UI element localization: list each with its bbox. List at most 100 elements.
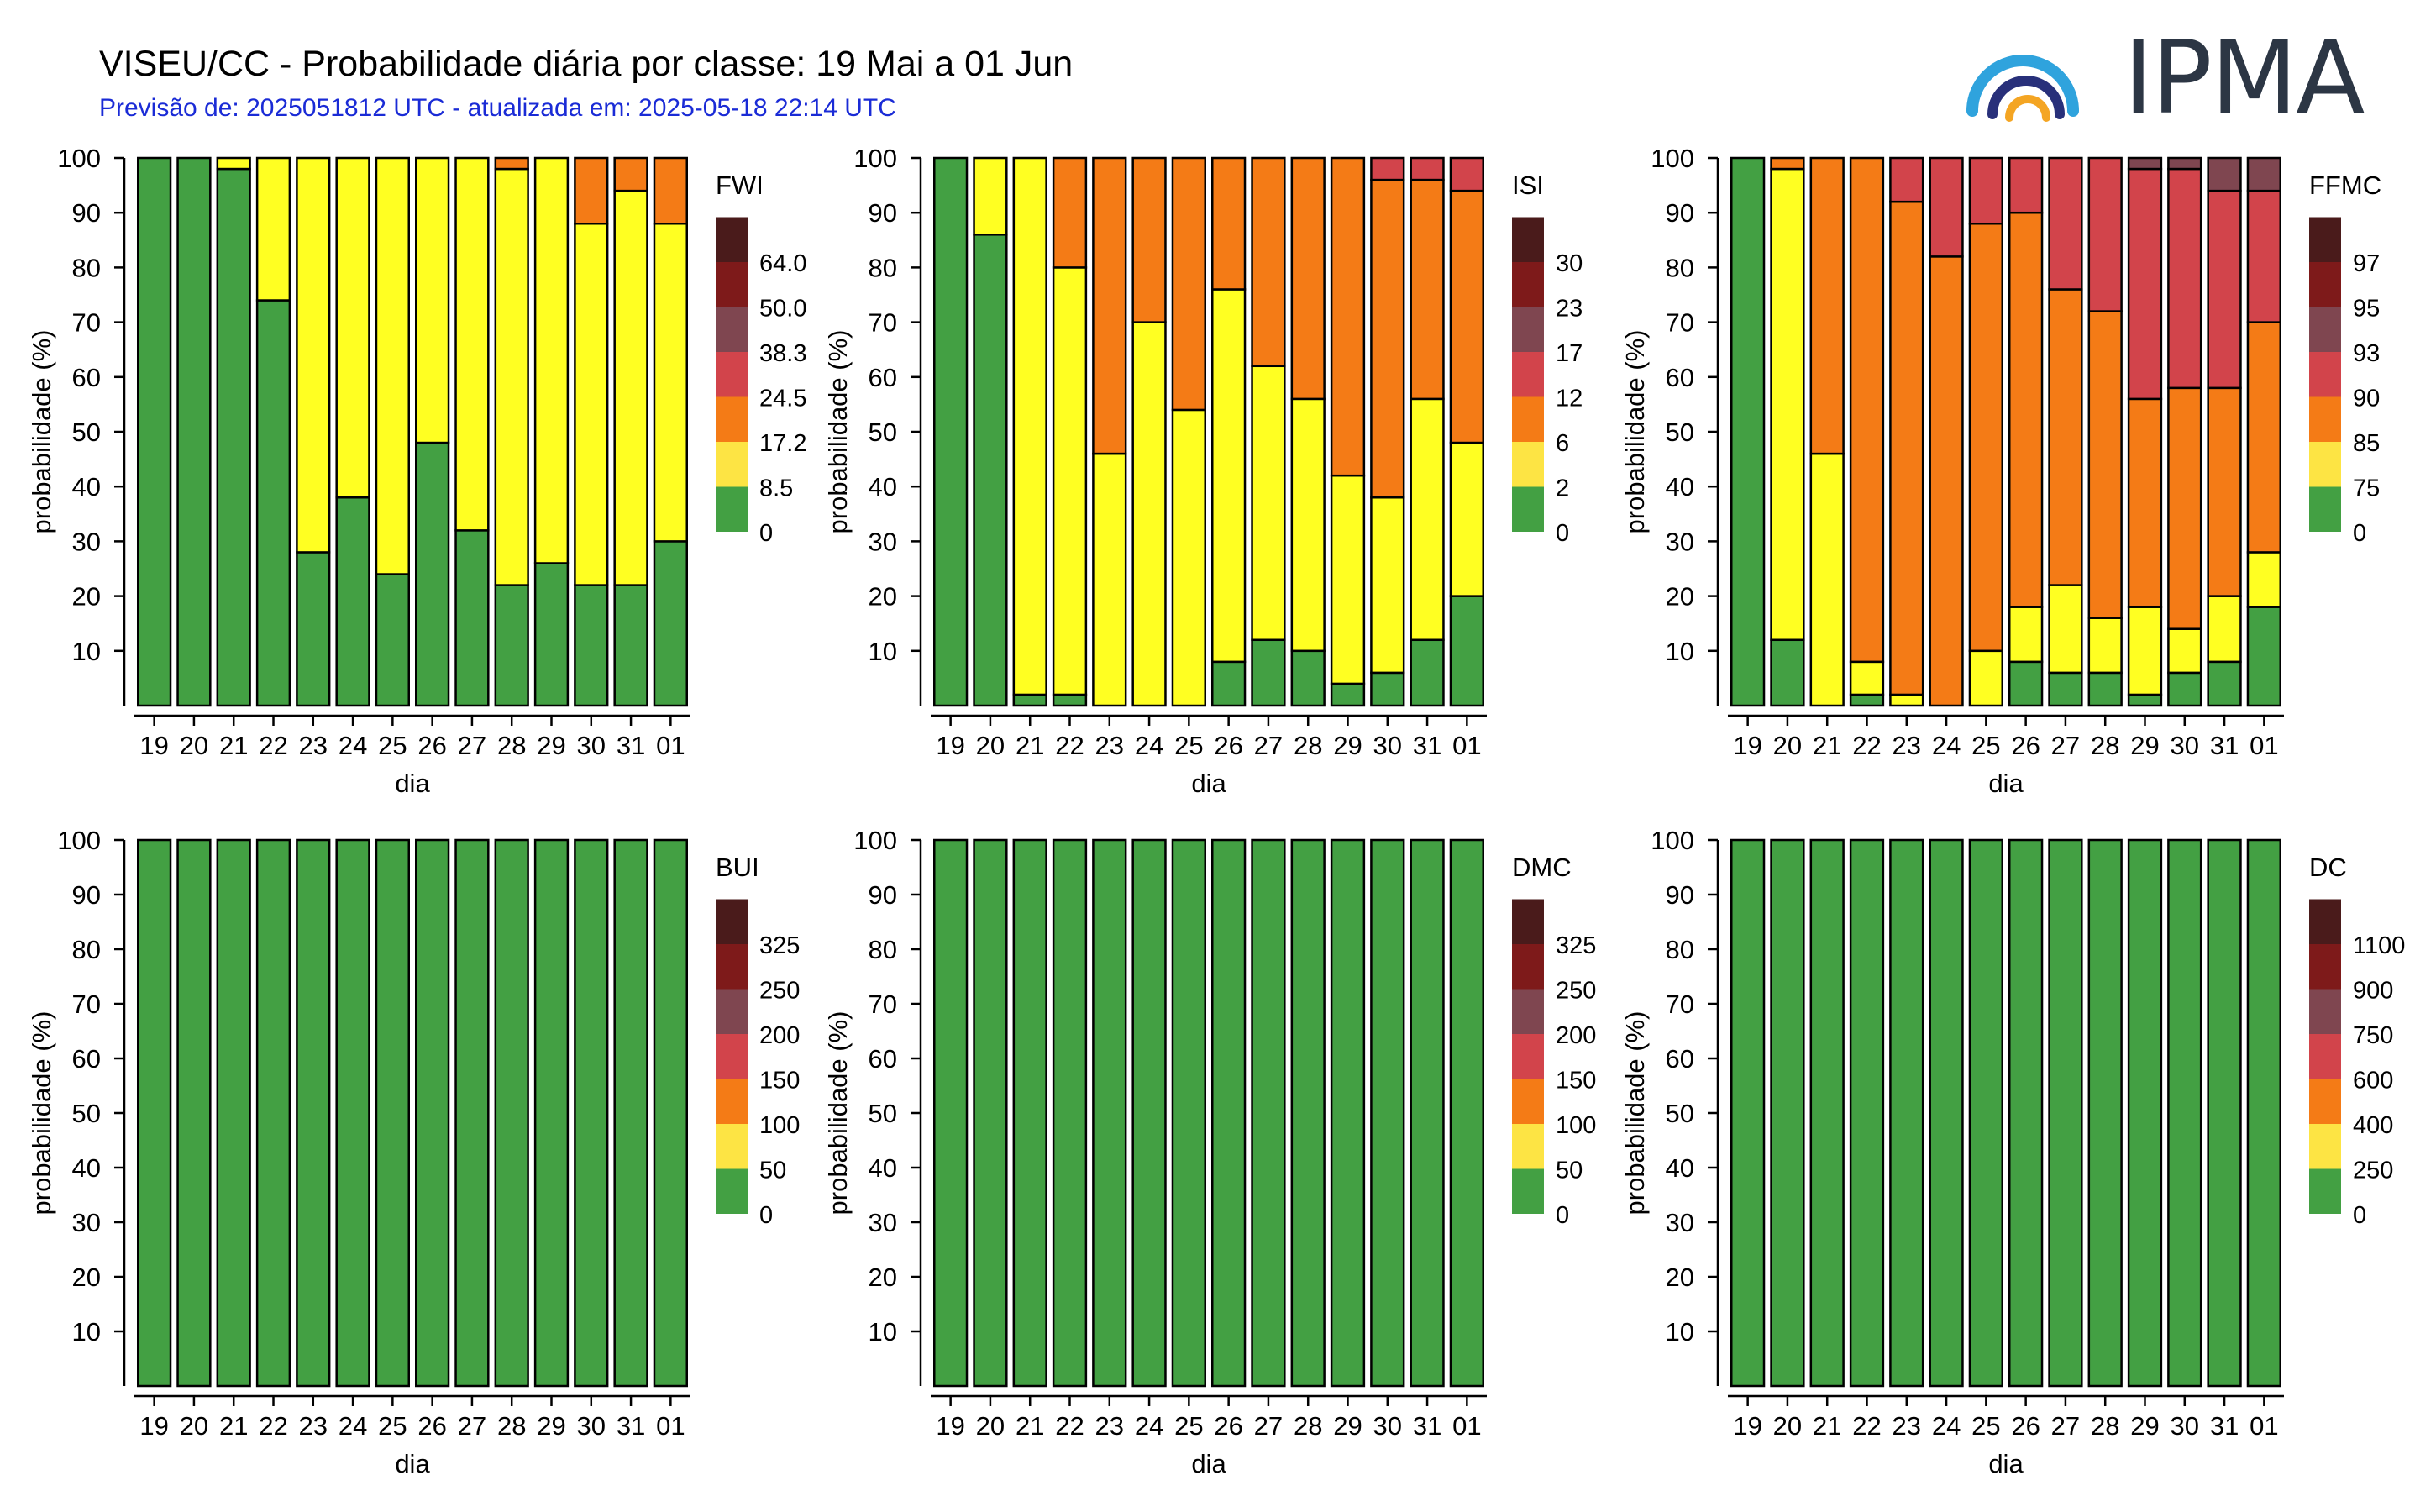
legend: ISI 0 2 6 12 17 23 30 <box>1512 171 1583 547</box>
y-tick-label: 10 <box>1666 637 1694 666</box>
bar-segment <box>2246 838 2281 1388</box>
x-tick-label: 26 <box>1214 731 1242 760</box>
x-tick-label: 29 <box>537 1411 565 1441</box>
bar-segment <box>2167 838 2202 1388</box>
bar-segment <box>2167 671 2202 707</box>
x-tick-label: 27 <box>458 1411 486 1441</box>
bar-segment <box>296 551 331 707</box>
legend-swatch <box>2309 217 2341 262</box>
legend-swatch <box>2309 307 2341 352</box>
bar-segment <box>2207 660 2242 707</box>
x-tick-label: 23 <box>1893 1411 1921 1441</box>
x-tick-label: 28 <box>497 1411 526 1441</box>
bar-segment <box>1131 156 1167 323</box>
x-tick-label: 29 <box>1333 1411 1362 1441</box>
x-tick-label: 30 <box>1373 1411 1402 1441</box>
bar-segment <box>1370 671 1405 707</box>
legend-swatch <box>1512 989 1544 1034</box>
y-tick-label: 10 <box>869 1317 897 1347</box>
bar-segment <box>2207 156 2242 192</box>
bar-segment <box>1770 638 1805 707</box>
bar-segment <box>574 156 609 225</box>
legend-title: BUI <box>716 853 759 882</box>
legend-label: 200 <box>1556 1022 1596 1049</box>
bar-segment <box>1251 365 1286 642</box>
y-tick-label: 100 <box>1651 826 1694 855</box>
bar-segment <box>2087 310 2123 619</box>
legend: DC 0 250 400 600 750 900 1100 <box>2309 853 2405 1229</box>
y-tick-label: 40 <box>869 1153 897 1183</box>
y-tick-label: 50 <box>869 1099 897 1128</box>
bar-segment <box>2048 671 2083 707</box>
bar-segment <box>574 222 609 586</box>
bar-segment <box>375 156 410 575</box>
legend-swatch <box>2309 352 2341 397</box>
y-tick-label: 30 <box>869 1208 897 1237</box>
bar-segment <box>2127 167 2163 401</box>
legend-label: 50.0 <box>759 296 806 323</box>
y-axis-title: probabilidade (%) <box>27 1011 56 1215</box>
bar-segment <box>1131 321 1167 707</box>
legend: FWI 0 8.5 17.2 24.5 38.3 50.0 64.0 <box>716 171 806 547</box>
legend-label: 64.0 <box>759 250 806 277</box>
x-tick-label: 28 <box>2091 1411 2119 1441</box>
legend-swatch <box>1512 1034 1544 1079</box>
y-tick-label: 30 <box>1666 1208 1694 1237</box>
bar-segment <box>1770 838 1805 1388</box>
bar-segment <box>1889 693 1924 707</box>
x-tick-label: 20 <box>1773 1411 1802 1441</box>
legend-label: 23 <box>1556 296 1583 323</box>
bar-segment <box>1330 474 1366 685</box>
bar-segment <box>1370 178 1405 499</box>
x-tick-label: 22 <box>259 1411 287 1441</box>
y-tick-label: 60 <box>869 363 897 392</box>
x-tick-label: 01 <box>1452 1411 1481 1441</box>
bar-segment <box>2246 606 2281 707</box>
bar-segment <box>2087 838 2123 1388</box>
bar-segment <box>1330 838 1366 1388</box>
y-tick-label: 70 <box>72 308 101 338</box>
bar-segment <box>2167 167 2202 390</box>
bar-segment <box>613 156 648 192</box>
bar-segment <box>1251 638 1286 707</box>
legend-label: 100 <box>1556 1112 1596 1139</box>
y-tick-label: 80 <box>869 935 897 964</box>
legend-swatch <box>1512 1124 1544 1169</box>
bar-segment <box>1012 838 1047 1388</box>
chart-panel-fwi: 10 20 30 40 50 60 70 80 90 100 19 20 21 22 23 24 25 26 27 2… <box>27 144 806 798</box>
y-tick-label: 30 <box>72 1208 101 1237</box>
x-axis-title: dia <box>395 769 430 798</box>
bar-segment <box>494 167 529 586</box>
legend: FFMC 0 75 85 90 93 95 97 <box>2309 171 2381 547</box>
x-tick-label: 28 <box>1294 1411 1322 1441</box>
bar-segment <box>2087 671 2123 707</box>
y-tick-label: 20 <box>72 582 101 612</box>
legend-label: 30 <box>1556 250 1583 277</box>
bar-segment <box>1449 189 1484 444</box>
bar-segment <box>1410 838 1445 1388</box>
legend-swatch <box>1512 396 1544 442</box>
x-tick-label: 29 <box>1333 731 1362 760</box>
legend-label: 600 <box>2353 1068 2393 1095</box>
legend-swatch <box>1512 262 1544 307</box>
x-tick-label: 01 <box>2250 731 2278 760</box>
x-tick-label: 31 <box>2210 1411 2239 1441</box>
x-tick-label: 01 <box>656 1411 685 1441</box>
legend-swatch <box>2309 989 2341 1034</box>
y-tick-label: 100 <box>57 826 101 855</box>
bar-segment <box>1410 397 1445 642</box>
y-tick-label: 20 <box>869 582 897 612</box>
legend-swatch <box>716 396 748 442</box>
y-tick-label: 30 <box>869 527 897 556</box>
y-tick-label: 80 <box>72 935 101 964</box>
bar-segment <box>1211 838 1247 1388</box>
x-tick-label: 21 <box>219 1411 248 1441</box>
bar-segment <box>1809 156 1845 455</box>
legend-label: 2 <box>1556 475 1569 502</box>
y-tick-label: 100 <box>1651 144 1694 173</box>
y-tick-label: 50 <box>869 417 897 447</box>
y-tick-label: 10 <box>1666 1317 1694 1347</box>
x-tick-label: 21 <box>1813 1411 1841 1441</box>
bar-segment <box>2127 838 2163 1388</box>
x-tick-label: 30 <box>2171 731 2199 760</box>
